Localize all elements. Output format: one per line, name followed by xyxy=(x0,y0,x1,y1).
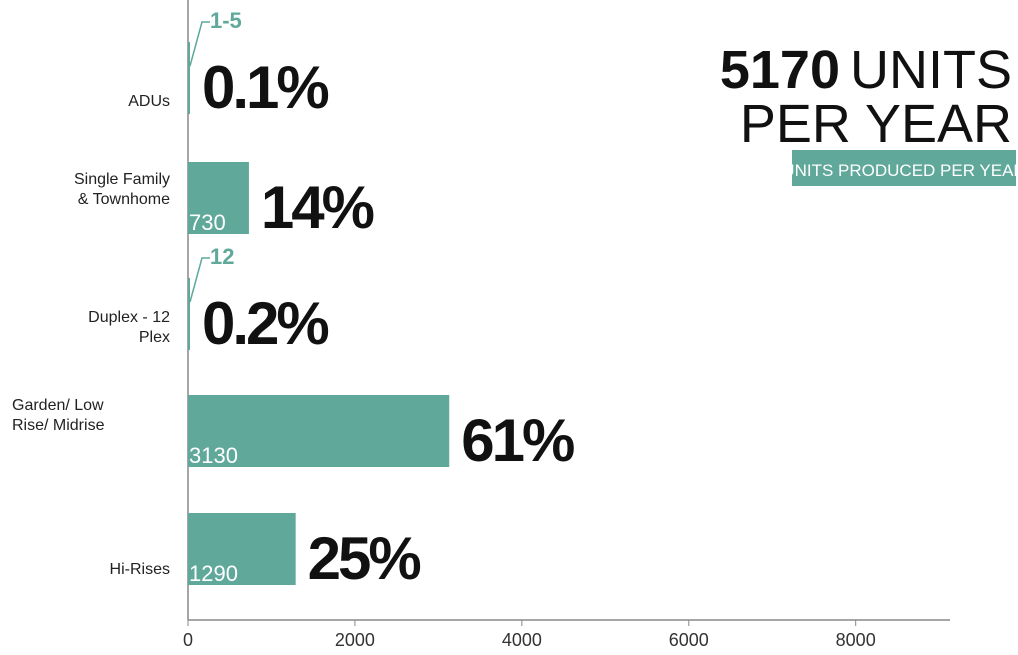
bar xyxy=(188,513,296,585)
bar xyxy=(188,162,249,234)
title-line2: PER YEAR xyxy=(740,94,1012,154)
category-label: ADUs xyxy=(128,93,170,110)
percent-label: 25% xyxy=(308,525,421,592)
percent-label: 0.1% xyxy=(202,54,328,121)
x-tick-label: 6000 xyxy=(669,630,709,650)
x-tick-label: 8000 xyxy=(836,630,876,650)
category-label: Garden/ Low Rise/ Midrise xyxy=(12,397,105,434)
x-tick-label: 4000 xyxy=(502,630,542,650)
value-label: 12 xyxy=(210,244,234,269)
x-tick-label: 0 xyxy=(183,630,193,650)
label-leader xyxy=(189,257,210,303)
chart-title: 5170 UNITS xyxy=(720,40,1012,100)
bar xyxy=(188,395,450,467)
category-label: Duplex - 12 Plex xyxy=(88,309,170,346)
bar xyxy=(188,42,190,114)
x-tick-label: 2000 xyxy=(335,630,375,650)
value-label: 730 xyxy=(189,210,226,235)
percent-label: 14% xyxy=(261,174,374,241)
value-label: 1290 xyxy=(189,561,238,586)
percent-label: 61% xyxy=(461,407,574,474)
category-label: Single Family & Townhome xyxy=(73,171,170,208)
value-label: 3130 xyxy=(189,443,238,468)
subtitle-box xyxy=(792,150,1016,186)
value-label: 1-5 xyxy=(210,8,242,33)
label-leader xyxy=(189,21,210,67)
percent-label: 0.2% xyxy=(202,290,328,357)
bar xyxy=(188,278,190,350)
title-line1: UNITS xyxy=(850,40,1012,100)
subtitle: UNITS PRODUCED PER YEAR xyxy=(782,161,1018,180)
title-number: 5170 xyxy=(720,40,840,100)
category-label: Hi-Rises xyxy=(109,561,170,578)
